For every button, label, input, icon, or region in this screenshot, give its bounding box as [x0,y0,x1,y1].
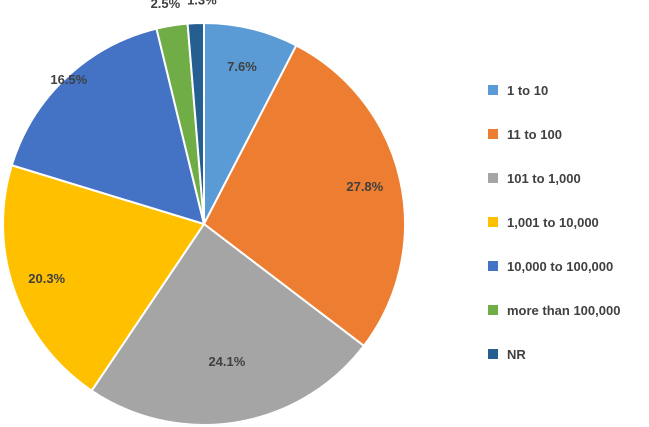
pie-slice [90,223,365,426]
pie-slice [10,27,205,225]
legend-label: 10,000 to 100,000 [507,258,614,274]
legend: 1 to 10 11 to 100 101 to 1,000 1,001 to … [488,68,648,376]
pie-slice [186,22,205,225]
slice-data-label: 27.8% [346,179,383,194]
pie-slices [2,22,406,426]
legend-swatch [488,349,498,359]
pie-slice [203,22,298,225]
legend-label: 1 to 10 [507,82,549,98]
legend-label: 11 to 100 [507,126,562,142]
legend-label: 101 to 1,000 [507,170,581,186]
legend-item-101-to-1000: 101 to 1,000 [488,156,648,200]
slice-data-label: 24.1% [208,354,245,369]
legend-swatch [488,217,498,227]
legend-item-1-to-10: 1 to 10 [488,68,648,112]
legend-item-nr: NR [488,332,648,376]
slice-data-label: 20.3% [28,271,65,286]
legend-item-11-to-100: 11 to 100 [488,112,648,156]
pie-slice [2,164,205,392]
legend-swatch [488,173,498,183]
legend-label: 1,001 to 10,000 [507,214,599,230]
slice-data-label: 7.6% [227,59,257,74]
legend-label: more than 100,000 [507,302,621,318]
slice-data-label: 1.3% [187,0,217,7]
pie-data-labels: 7.6% 27.8% 24.1% 20.3% 16.5% 2.5% 1.3% [28,0,383,369]
slice-data-label: 16.5% [50,72,87,87]
legend-swatch [488,85,498,95]
legend-label: NR [507,346,526,362]
legend-swatch [488,261,498,271]
legend-item-more-than-100000: more than 100,000 [488,288,648,332]
slice-data-label: 2.5% [151,0,181,11]
pie-slice [203,44,406,347]
legend-swatch [488,129,498,139]
legend-item-10000-to-100000: 10,000 to 100,000 [488,244,648,288]
legend-swatch [488,305,498,315]
legend-item-1001-to-10000: 1,001 to 10,000 [488,200,648,244]
